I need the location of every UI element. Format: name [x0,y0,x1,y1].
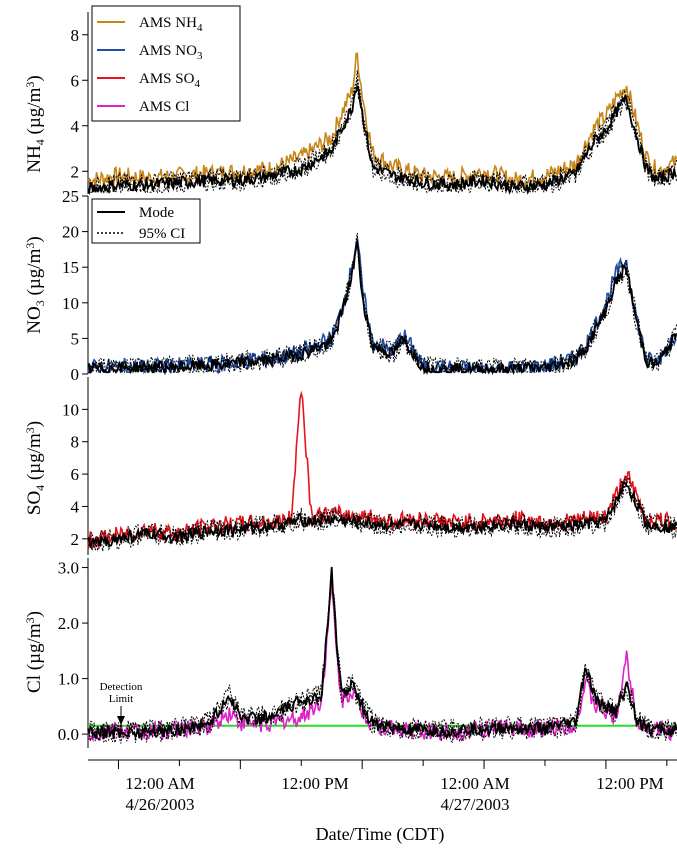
nh4-plot-area [87,52,677,196]
no3-ams-series [87,237,677,376]
panel-cl: 0.0 1.0 2.0 3.0 Cl (µg/m3) Detection Limit [23,558,677,748]
so4-y-ticks: 2 4 6 8 10 [62,400,88,549]
no3-plot-area [87,232,677,376]
nh4-mode-series [87,85,677,196]
detection-arrow-head [117,716,125,725]
no3-ytick-label: 20 [62,223,79,242]
legend-mode-label: Mode [139,205,174,221]
no3-ytick-label: 10 [62,294,79,313]
x-axis-title: Date/Time (CDT) [316,824,445,845]
legend-label-1: AMS NO3 [139,43,203,62]
nh4-ytick-label: 8 [71,26,80,45]
xtick-label-4a: 12:00 PM [596,774,664,793]
nh4-ytick-label: 2 [71,162,80,181]
cl-plot-area [87,566,677,744]
legend-species-items: AMS NH4 AMS NO3 AMS SO4 AMS Cl [97,15,203,115]
so4-mode-series [87,480,677,548]
legend-mode-box [91,198,201,244]
cl-ytick-label: 0.0 [58,725,79,744]
so4-ytick-label: 8 [71,433,80,452]
x-ticks [117,760,668,769]
detection-annotation-line1: Detection [100,681,143,693]
cl-y-ticks: 0.0 1.0 2.0 3.0 [58,559,88,744]
no3-ytick-label: 25 [62,187,79,206]
xtick-label-3a: 12:00 AM [440,774,509,793]
cl-ylabel: Cl (µg/m3) [23,611,45,693]
nh4-ci-lower [87,78,677,195]
nh4-ytick-label: 4 [71,117,80,136]
cl-ams-series [87,580,677,742]
cl-ytick-label: 1.0 [58,670,79,689]
legend-species-box [91,5,241,122]
xtick-label-3b: 4/27/2003 [441,795,510,814]
no3-ytick-label: 5 [71,329,80,348]
xtick-label-1a: 12:00 AM [125,774,194,793]
detection-annotation-line2: Limit [109,693,133,705]
nh4-ylabel: NH4 (µg/m3) [23,75,47,172]
no3-ytick-label: 0 [71,365,80,384]
so4-ams-series [87,390,677,550]
no3-mode-series [87,241,677,376]
x-axis: 12:00 AM 4/26/2003 12:00 PM 12:00 AM 4/2… [88,759,677,845]
so4-ytick-label: 10 [62,400,79,419]
legend-ci-label: 95% CI [139,226,185,242]
legend-label-2: AMS SO4 [139,71,200,90]
legend-label-3: AMS Cl [139,99,189,115]
cl-mode-series [87,566,677,741]
panel-so4: 2 4 6 8 10 SO4 (µg/m3) [23,377,677,555]
panel-nh4: 2 4 6 8 NH4 (µg/m3) [23,12,677,196]
so4-ytick-label: 2 [71,530,80,549]
so4-ytick-label: 6 [71,465,80,484]
xtick-label-2a: 12:00 PM [281,774,349,793]
no3-ylabel: NO3 (µg/m3) [23,236,47,333]
cl-ytick-label: 3.0 [58,559,79,578]
so4-ytick-label: 4 [71,497,80,516]
nh4-y-ticks: 2 4 6 8 [71,26,88,181]
cl-ci-upper [87,572,677,737]
legend-mode: Mode 95% CI [91,198,201,244]
so4-plot-area [87,390,677,552]
xtick-label-1b: 4/26/2003 [126,795,195,814]
nh4-ytick-label: 6 [71,71,80,90]
so4-ylabel: SO4 (µg/m3) [23,421,47,515]
cl-ytick-label: 2.0 [58,614,79,633]
legend-species: AMS NH4 AMS NO3 AMS SO4 AMS Cl [91,5,241,122]
no3-ytick-label: 15 [62,258,79,277]
panel-no3: 0 5 10 15 20 25 NO3 (µg/m3) [23,187,677,384]
legend-label-0: AMS NH4 [139,15,203,34]
no3-y-ticks: 0 5 10 15 20 25 [62,187,88,384]
cl-ci-lower [87,571,677,744]
